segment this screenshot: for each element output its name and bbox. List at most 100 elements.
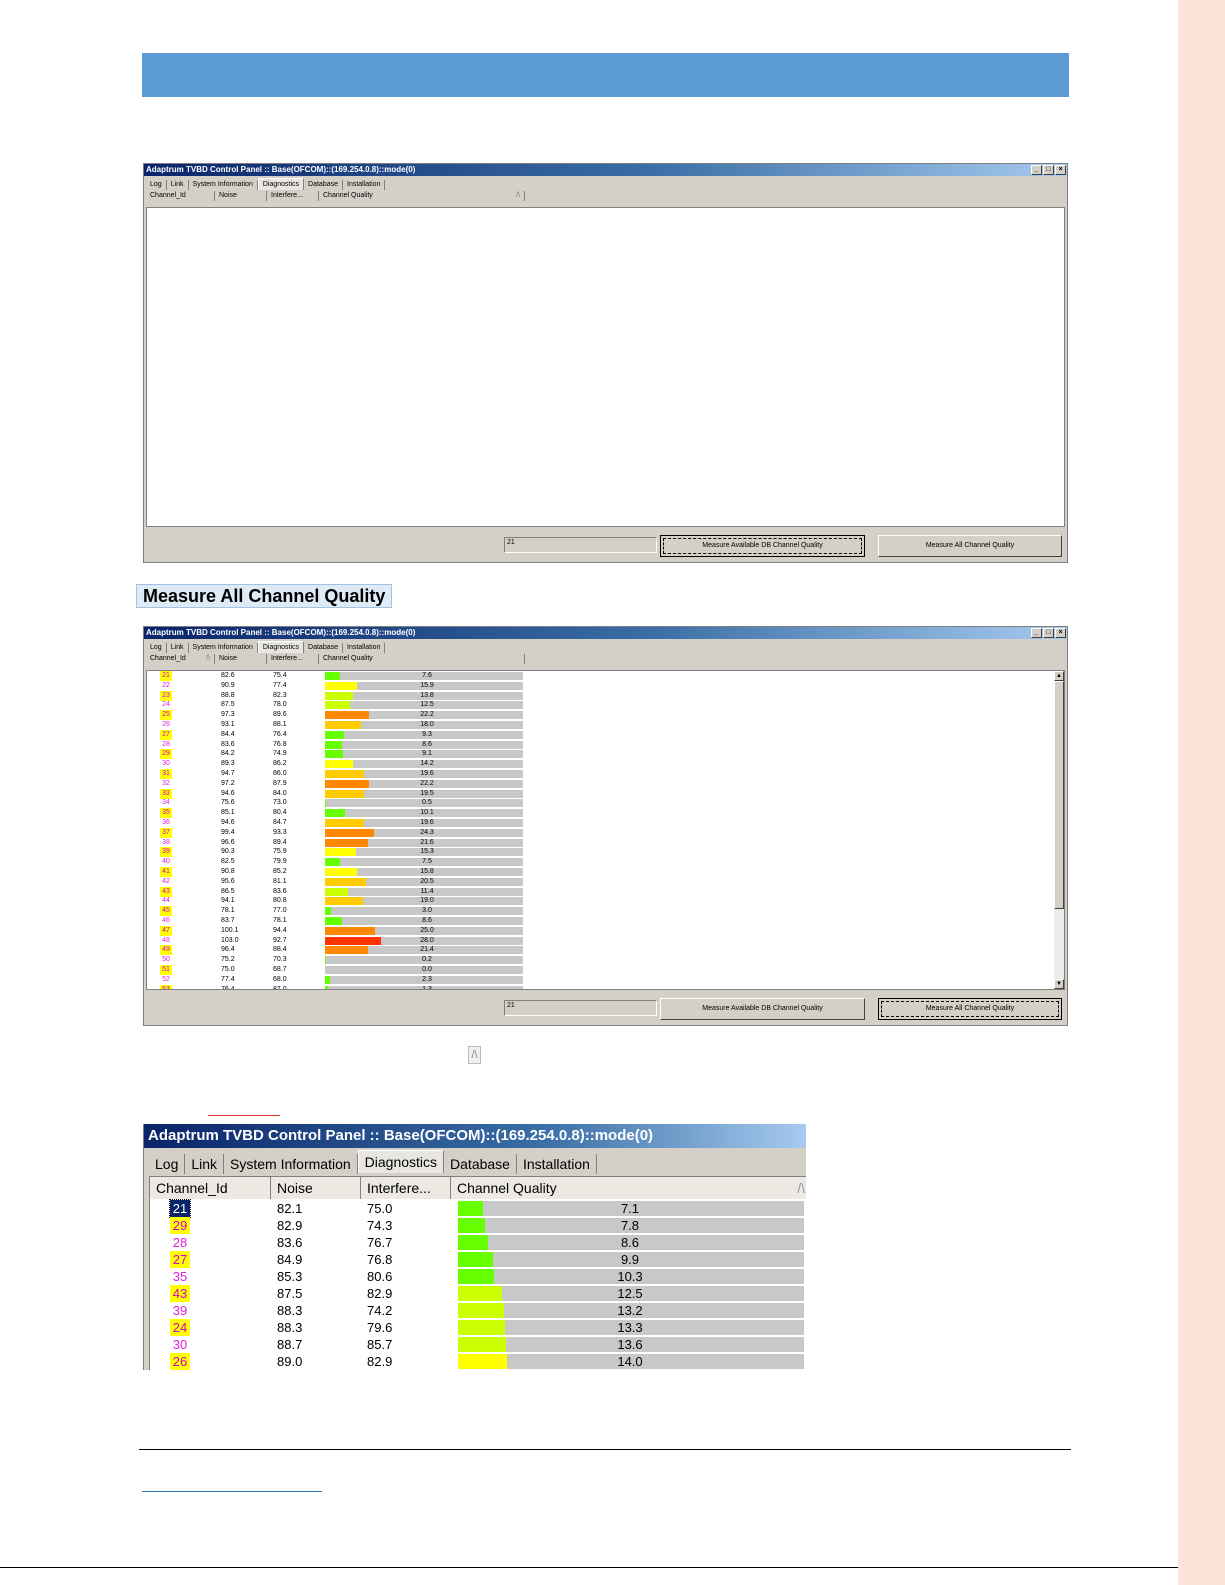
table-row[interactable]: 43 87.5 82.9 12.5: [150, 1285, 806, 1302]
scroll-thumb[interactable]: [1054, 681, 1064, 909]
measure-all-channel-quality-button[interactable]: Measure All Channel Quality: [878, 535, 1062, 557]
column-header-noise[interactable]: Noise: [215, 191, 267, 201]
table-row[interactable]: 26 89.0 82.9 14.0: [150, 1353, 806, 1370]
table-row[interactable]: 29 82.9 74.3 7.8: [150, 1217, 806, 1234]
table-row[interactable]: 42 95.6 81.1 20.5: [147, 877, 547, 887]
measure-all-channel-quality-button[interactable]: Measure All Channel Quality: [878, 998, 1062, 1020]
column-header-channel-id[interactable]: Channel_Id /\: [146, 654, 215, 664]
tab-system-information[interactable]: System Information: [224, 1154, 358, 1174]
quality-track: [325, 975, 523, 984]
channel-id: 27: [160, 729, 172, 740]
table-row[interactable]: 30 89.3 86.2 14.2: [147, 759, 547, 769]
quality-bar: [325, 838, 369, 847]
tab-diagnostics[interactable]: Diagnostics: [357, 1150, 445, 1173]
noise-value: 96.6: [221, 838, 235, 846]
table-row[interactable]: 32 97.2 87.9 22.2: [147, 779, 547, 789]
tab-database[interactable]: Database: [304, 643, 343, 653]
table-row[interactable]: 48 103.0 92.7 28.0: [147, 936, 547, 946]
tab-diagnostics[interactable]: Diagnostics: [257, 178, 305, 190]
table-row[interactable]: 50 75.2 70.3 0.2: [147, 955, 547, 965]
tab-installation[interactable]: Installation: [343, 643, 386, 653]
table-row[interactable]: 22 90.9 77.4 15.9: [147, 681, 547, 691]
table-row[interactable]: 35 85.3 80.6 10.3: [150, 1268, 806, 1285]
table-row[interactable]: 52 77.4 68.0 2.3: [147, 975, 547, 985]
channel-id: 41: [160, 867, 172, 877]
table-row[interactable]: 29 84.2 74.9 9.1: [147, 749, 547, 760]
tab-diagnostics[interactable]: Diagnostics: [257, 641, 305, 653]
table-row[interactable]: 39 90.3 75.9 15.3: [147, 847, 547, 858]
table-row[interactable]: 21 82.1 75.0 7.1: [150, 1199, 806, 1218]
table-row[interactable]: 35 85.1 80.4 10.1: [147, 808, 547, 819]
column-header-interference[interactable]: Interfere...: [267, 654, 319, 664]
table-row[interactable]: 25 97.3 89.6 22.2: [147, 710, 547, 721]
table-row[interactable]: 38 96.6 89.4 21.6: [147, 838, 547, 848]
table-row[interactable]: 30 88.7 85.7 13.6: [150, 1336, 806, 1353]
tab-link[interactable]: Link: [167, 180, 189, 190]
tab-installation[interactable]: Installation: [343, 180, 386, 190]
tab-system-information[interactable]: System Information: [189, 643, 258, 653]
tab-link[interactable]: Link: [185, 1154, 225, 1174]
close-icon[interactable]: ×: [1055, 628, 1066, 638]
table-row[interactable]: 51 75.0 68.7 0.0: [147, 965, 547, 975]
table-row[interactable]: 49 96.4 88.4 21.4: [147, 945, 547, 956]
minimize-icon[interactable]: _: [1031, 165, 1042, 175]
maximize-icon[interactable]: □: [1043, 628, 1054, 638]
tab-log[interactable]: Log: [146, 180, 167, 190]
measure-db-channel-quality-button[interactable]: Measure Available DB Channel Quality: [660, 535, 865, 557]
table-row[interactable]: 37 99.4 93.3 24.3: [147, 827, 547, 838]
table-row[interactable]: 46 83.7 78.1 8.6: [147, 916, 547, 926]
table-row[interactable]: 43 86.5 83.6 11.4: [147, 886, 547, 897]
table-row[interactable]: 47 100.1 94.4 25.0: [147, 925, 547, 936]
table-row[interactable]: 21 82.6 75.4 7.6: [147, 671, 547, 681]
table-row[interactable]: 40 82.5 79.9 7.5: [147, 857, 547, 867]
table-row[interactable]: 26 93.1 88.1 18.0: [147, 720, 547, 730]
table-row[interactable]: 45 78.1 77.0 3.0: [147, 906, 547, 917]
column-header-channel-quality[interactable]: Channel Quality: [319, 654, 525, 664]
channel-list[interactable]: 21 82.6 75.4 7.6 22 90.9 77.4 15.9 23 88.8 82.3 13.…: [146, 670, 1065, 990]
column-header-interference[interactable]: Interfere...: [267, 191, 319, 201]
interference-value: 86.2: [273, 760, 287, 768]
close-icon[interactable]: ×: [1055, 165, 1066, 175]
table-row[interactable]: 27 84.4 76.4 9.3: [147, 729, 547, 740]
table-row[interactable]: 24 88.3 79.6 13.3: [150, 1319, 806, 1336]
channel-list-sorted[interactable]: Channel_Id Noise Interfere... Channel Qu…: [149, 1176, 806, 1370]
interference-value: 89.4: [273, 838, 287, 846]
column-header-channel-quality[interactable]: Channel Quality /\: [319, 191, 525, 201]
table-row[interactable]: 28 83.6 76.8 8.6: [147, 740, 547, 750]
table-row[interactable]: 39 88.3 74.2 13.2: [150, 1302, 806, 1319]
table-row[interactable]: 53 76.4 87.0 1.3: [147, 984, 547, 989]
column-header-channel-id[interactable]: Channel_Id: [146, 191, 215, 201]
tab-system-information[interactable]: System Information: [189, 180, 258, 190]
column-header-channel-quality[interactable]: Channel Quality /\: [451, 1177, 806, 1199]
column-header-channel-id[interactable]: Channel_Id: [150, 1177, 271, 1199]
table-row[interactable]: 24 87.5 78.0 12.5: [147, 700, 547, 710]
channel-list-empty[interactable]: [146, 207, 1065, 527]
column-header-noise[interactable]: Noise: [271, 1177, 361, 1199]
vertical-scrollbar[interactable]: ▲ ▼: [1054, 671, 1064, 989]
channel-id: 29: [160, 749, 172, 760]
table-row[interactable]: 36 94.6 84.7 19.6: [147, 818, 547, 828]
table-row[interactable]: 44 94.1 80.8 19.0: [147, 896, 547, 906]
tab-database[interactable]: Database: [304, 180, 343, 190]
quality-value: 21.6: [420, 838, 434, 846]
table-row[interactable]: 33 94.6 84.0 19.5: [147, 788, 547, 799]
tab-link[interactable]: Link: [167, 643, 189, 653]
table-row[interactable]: 34 75.6 73.0 0.5: [147, 798, 547, 808]
tab-log[interactable]: Log: [149, 1154, 186, 1174]
tab-database[interactable]: Database: [444, 1154, 517, 1174]
table-row[interactable]: 27 84.9 76.8 9.9: [150, 1251, 806, 1268]
scroll-down-icon[interactable]: ▼: [1054, 979, 1064, 989]
measure-db-channel-quality-button[interactable]: Measure Available DB Channel Quality: [660, 998, 865, 1020]
maximize-icon[interactable]: □: [1043, 165, 1054, 175]
interference-value: 68.0: [273, 975, 287, 983]
tab-installation[interactable]: Installation: [517, 1154, 597, 1174]
minimize-icon[interactable]: _: [1031, 628, 1042, 638]
table-row[interactable]: 23 88.8 82.3 13.8: [147, 690, 547, 701]
table-row[interactable]: 31 94.7 86.0 19.6: [147, 769, 547, 779]
column-header-noise[interactable]: Noise: [215, 654, 267, 664]
column-header-interference[interactable]: Interfere...: [361, 1177, 451, 1199]
scroll-up-icon[interactable]: ▲: [1054, 671, 1064, 681]
table-row[interactable]: 41 90.8 85.2 15.8: [147, 867, 547, 877]
tab-log[interactable]: Log: [146, 643, 167, 653]
table-row[interactable]: 28 83.6 76.7 8.6: [150, 1234, 806, 1251]
